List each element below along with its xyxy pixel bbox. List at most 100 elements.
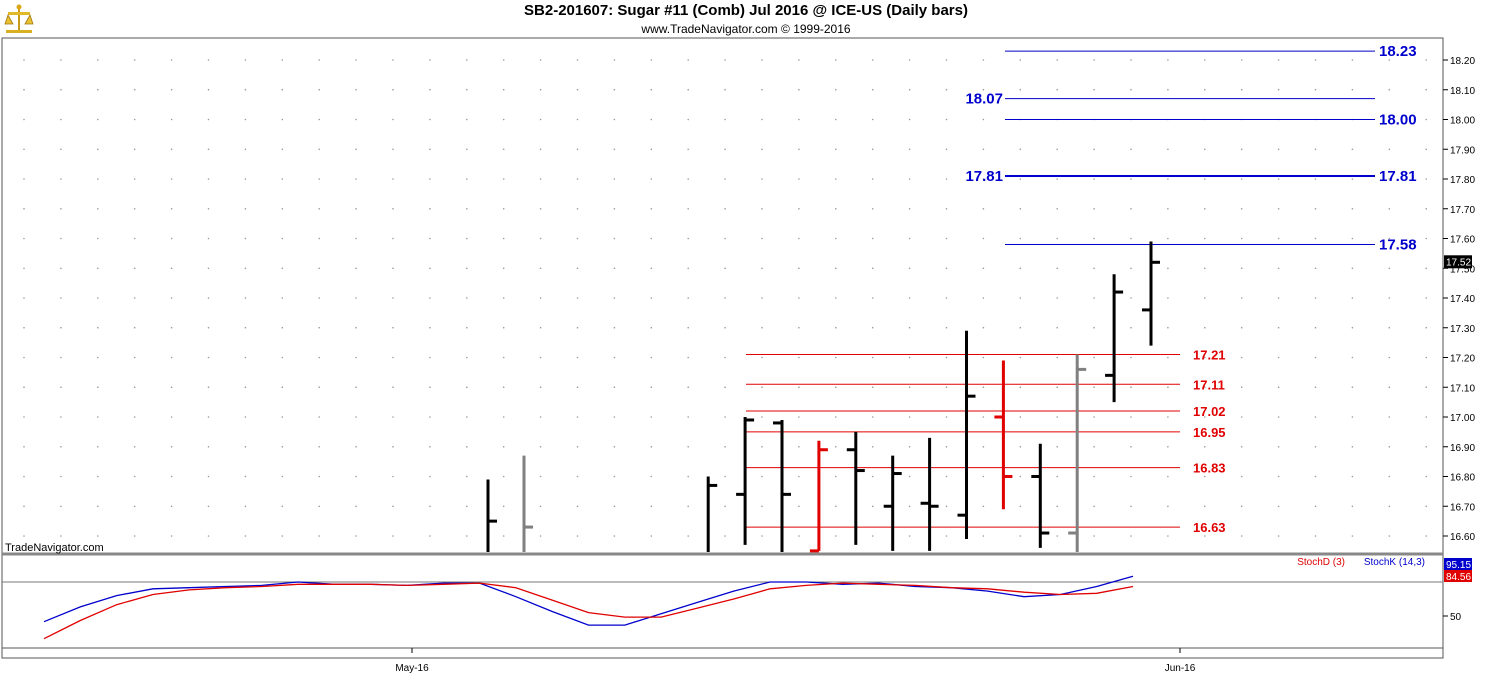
grid-dot [1388, 88, 1391, 91]
grid-dot [207, 208, 210, 210]
grid-dot [1130, 416, 1132, 418]
grid-dot [318, 326, 321, 329]
grid-dot [687, 356, 689, 359]
grid-dot [1167, 416, 1169, 418]
grid-dot [945, 416, 948, 418]
grid-dot [429, 535, 431, 537]
grid-dot [1351, 59, 1354, 61]
grid-dot [466, 446, 468, 448]
grid-dot [1388, 297, 1391, 299]
grid-dot [724, 237, 726, 240]
grid-dot [23, 326, 25, 329]
grid-dot [982, 326, 985, 329]
grid-dot [429, 297, 431, 299]
grid-dot [318, 356, 321, 359]
grid-dot [1314, 148, 1317, 151]
y-tick-label: 17.40 [1450, 294, 1475, 305]
grid-dot [170, 326, 173, 329]
grid-dot [1425, 148, 1427, 151]
grid-dot [871, 148, 874, 151]
grid-dot [466, 178, 468, 180]
grid-dot [724, 505, 726, 508]
grid-dot [539, 59, 542, 61]
grid-dot [1314, 267, 1317, 270]
grid-dot [244, 88, 247, 91]
grid-dot [576, 88, 579, 91]
grid-dot [60, 178, 62, 180]
grid-dot [650, 475, 653, 478]
grid-dot [982, 356, 985, 359]
grid-dot [1277, 505, 1280, 508]
grid-dot [502, 297, 505, 299]
grid-dot [982, 297, 985, 299]
grid-dot [871, 88, 874, 91]
grid-dot [355, 118, 357, 121]
grid-dot [835, 535, 837, 537]
chart-labels: TradeNavigator.com StochD (3) StochK (14,3… [5, 542, 1425, 568]
grid-dot [502, 326, 505, 329]
price-level-label: 17.02 [1193, 404, 1226, 419]
grid-dot [871, 446, 874, 448]
grid-dot [1425, 267, 1427, 270]
grid-dot [318, 475, 321, 478]
grid-dot [355, 59, 357, 61]
grid-dot [1093, 237, 1095, 240]
grid-dot [502, 446, 505, 448]
grid-dot [982, 59, 985, 61]
last-price-tag: 17.52 [1446, 257, 1471, 268]
grid-dot [1425, 208, 1427, 210]
grid-dot [244, 267, 247, 270]
grid-dot [1240, 178, 1243, 180]
grid-dot [392, 386, 394, 389]
grid-dot [576, 178, 579, 180]
grid-dot [1388, 267, 1391, 270]
grid-dot [945, 505, 948, 508]
grid-dot [97, 386, 99, 389]
grid-dot [576, 475, 579, 478]
grid-dot [60, 475, 62, 478]
grid-dot [244, 297, 247, 299]
grid-dot [133, 446, 136, 448]
grid-dot [466, 356, 468, 359]
grid-dot [835, 118, 837, 121]
grid-dot [429, 208, 431, 210]
grid-dot [133, 535, 136, 537]
grid-dot [908, 356, 911, 359]
grid-dot [502, 59, 505, 61]
grid-dot [133, 59, 136, 61]
grid-dot [133, 416, 136, 418]
grid-dot [1167, 88, 1169, 91]
grid-dot [835, 88, 837, 91]
grid-dot [613, 178, 616, 180]
grid-dot [908, 535, 911, 537]
grid-dot [798, 237, 800, 240]
grid-dot [97, 59, 99, 61]
grid-dot [1277, 59, 1280, 61]
grid-dot [761, 535, 763, 537]
grid-dot [429, 386, 431, 389]
price-axis: 18.20 18.10 18.00 17.90 17.80 17.70 17.60 17.50… [395, 56, 1475, 674]
grid-dot [1056, 59, 1058, 61]
grid-dot [318, 505, 321, 508]
grid-dot [1093, 208, 1095, 210]
grid-dot [835, 178, 837, 180]
grid-dot [97, 148, 99, 151]
grid-dot [466, 475, 468, 478]
grid-dot [466, 326, 468, 329]
grid-dot [982, 475, 985, 478]
grid-dot [945, 326, 948, 329]
grid-dot [23, 535, 25, 537]
grid-dot [613, 59, 616, 61]
grid-dot [207, 326, 210, 329]
grid-dot [1351, 475, 1354, 478]
grid-dot [1388, 208, 1391, 210]
grid-dot [539, 326, 542, 329]
grid-dot [761, 416, 763, 418]
grid-dot [23, 446, 25, 448]
grid-dot [1425, 386, 1427, 389]
grid-dot [392, 535, 394, 537]
grid-dot [871, 475, 874, 478]
grid-dot [1240, 148, 1243, 151]
grid-dot [576, 446, 579, 448]
grid-dot [502, 118, 505, 121]
